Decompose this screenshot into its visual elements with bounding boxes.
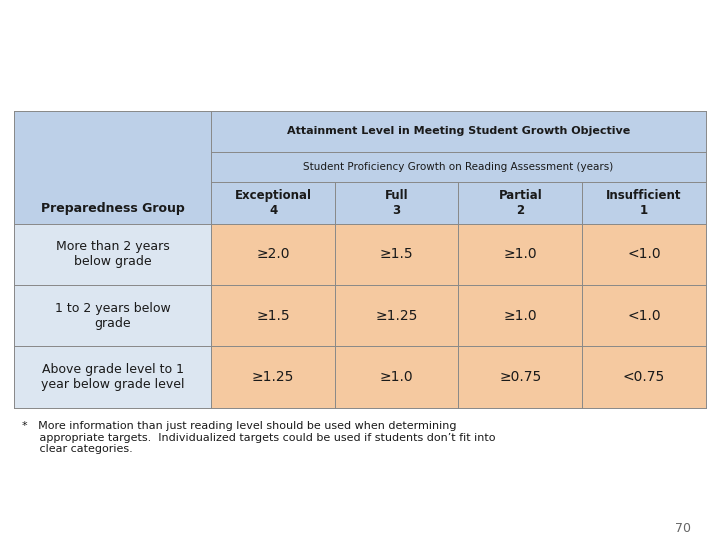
Text: Student Proficiency Growth on Reading Assessment (years): Student Proficiency Growth on Reading As… [303,162,613,172]
Text: Exceptional
4: Exceptional 4 [235,189,312,217]
Text: <0.75: <0.75 [623,370,665,384]
Text: <1.0: <1.0 [627,309,661,322]
Text: ≥1.25: ≥1.25 [376,309,418,322]
Text: ≥1.5: ≥1.5 [256,309,290,322]
Text: Preparedness Group: Preparedness Group [41,201,185,214]
Text: More than 2 years
below grade: More than 2 years below grade [56,240,170,268]
Text: Starting Proficiency*: Starting Proficiency* [229,58,491,78]
Text: Above grade level to 1
year below grade level: Above grade level to 1 year below grade … [41,363,184,391]
Text: ≥1.0: ≥1.0 [503,247,537,261]
Text: Attainment Level in Meeting Student Growth Objective: Attainment Level in Meeting Student Grow… [287,126,630,137]
Text: *   More information than just reading level should be used when determining
   : * More information than just reading lev… [22,421,495,454]
Text: ≥1.5: ≥1.5 [380,247,413,261]
Text: Partial
2: Partial 2 [498,189,542,217]
Text: Full
3: Full 3 [385,189,408,217]
Text: Sample Scoring Plan for Students with Varied: Sample Scoring Plan for Students with Va… [73,25,647,46]
Text: <1.0: <1.0 [627,247,661,261]
Text: 70: 70 [675,522,691,535]
Text: ≥0.75: ≥0.75 [499,370,541,384]
Text: ≥1.0: ≥1.0 [503,309,537,322]
Text: Insufficient
1: Insufficient 1 [606,189,682,217]
Text: 1 to 2 years below
grade: 1 to 2 years below grade [55,302,171,329]
Text: ≥1.0: ≥1.0 [380,370,413,384]
Text: ≥2.0: ≥2.0 [256,247,290,261]
Text: ≥1.25: ≥1.25 [252,370,294,384]
